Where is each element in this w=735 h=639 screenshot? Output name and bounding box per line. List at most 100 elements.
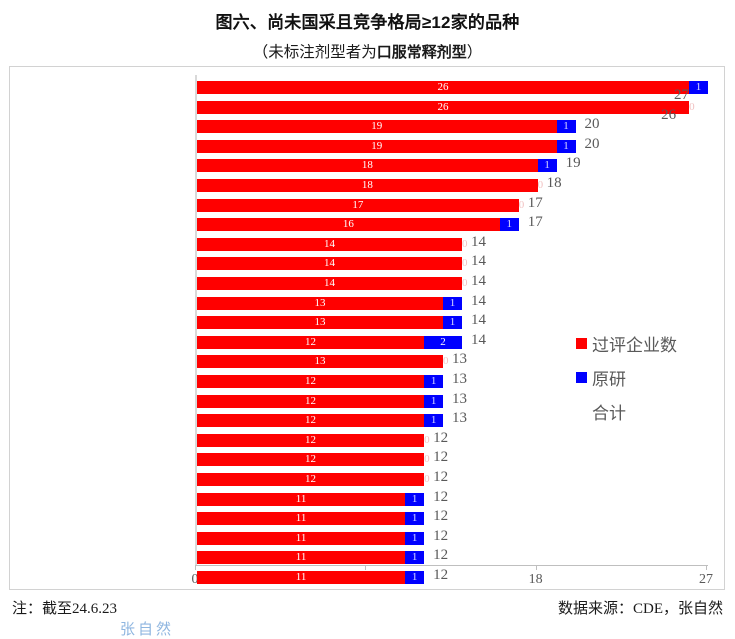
subtitle-suffix: ） (466, 44, 483, 61)
x-tick-mark (706, 565, 707, 570)
x-tick-mark (195, 565, 196, 570)
bar-total-label: 19 (565, 155, 581, 172)
bar-segment-passed[interactable] (197, 453, 425, 467)
bar-total-label: 14 (470, 331, 486, 348)
bar-segment-originator[interactable] (405, 551, 425, 565)
bar-segment-passed[interactable] (197, 316, 444, 330)
bar-row[interactable]: 多巴酚丁胺注射剂12012 (195, 449, 708, 470)
bar-segment-passed[interactable] (197, 473, 425, 486)
bar-segment-passed[interactable] (197, 512, 406, 526)
subtitle-emphasis: 口服常释剂型 (376, 44, 467, 61)
bar-row[interactable]: 艾司洛尔注射剂16117 (195, 214, 708, 235)
bar-track: 19 1 (197, 139, 708, 153)
bar-segment-passed[interactable] (197, 120, 557, 134)
bar-row[interactable]: 哌柏西利13114 (195, 293, 706, 314)
bar-segment-passed[interactable] (197, 218, 500, 232)
bar-segment-passed[interactable] (197, 355, 444, 369)
bar-segment-originator[interactable] (405, 531, 425, 545)
bar-row[interactable]: 阿格列汀12113 (195, 410, 706, 431)
bar-row[interactable]: 腹膜透析液注射剂12214 (195, 331, 706, 353)
bar-row[interactable]: 氨溴索口服液17017 (195, 194, 706, 216)
legend-swatch-icon (576, 371, 587, 383)
bar-total-label: 20 (584, 135, 600, 152)
bar-segment-originator[interactable] (689, 81, 708, 94)
bar-segment-passed[interactable] (197, 139, 557, 153)
bar-track: 14 0 (197, 257, 708, 271)
bar-total-label: 17 (527, 194, 543, 211)
bar-segment-passed[interactable] (197, 335, 425, 349)
legend: 过评企业数 原研合计 (576, 326, 726, 428)
bar-segment-passed[interactable] (197, 375, 425, 388)
bar-segment-passed[interactable] (197, 257, 462, 271)
chart-subtitle: （未标注剂型者为口服常释剂型） (0, 40, 735, 62)
bar-segment-originator[interactable] (556, 139, 576, 153)
bar-segment-originator[interactable] (537, 159, 557, 173)
bar-segment-passed[interactable] (197, 296, 444, 310)
bar-segment-passed[interactable] (197, 237, 462, 251)
bar-segment-originator[interactable] (424, 414, 444, 428)
bar-row[interactable]: 舒更葡糖钠注射剂18119 (195, 155, 706, 176)
legend-item[interactable]: 过评企业数 (576, 326, 726, 360)
bar-value-originator: 0 (689, 100, 695, 113)
bar-segment-originator[interactable] (405, 512, 425, 526)
bar-row[interactable]: 氨溴特罗口服液14014 (195, 273, 706, 294)
bar-row[interactable]: 帕拉米韦注射剂19120 (195, 135, 708, 157)
bar-row[interactable]: 拉考沙胺注射剂11112 (195, 547, 706, 568)
bar-segment-passed[interactable] (197, 394, 425, 408)
bar-row[interactable]: 氢溴酸伏硫西汀11112 (195, 508, 706, 529)
x-tick-mark (365, 565, 367, 570)
bar-row[interactable]: 己酮可可碱注射剂12012 (195, 429, 706, 451)
bar-segment-originator[interactable] (405, 492, 425, 506)
legend-label: 合计 (592, 403, 626, 423)
bar-value-originator: 0 (424, 453, 430, 466)
bar-track: 26 1 (197, 81, 708, 94)
bar-row[interactable]: 氨苄西林注射剂12012 (195, 469, 706, 490)
bar-segment-originator[interactable] (443, 316, 462, 330)
legend-item[interactable]: 原研 (576, 360, 726, 394)
bar-row[interactable]: 地氯雷他定口服液18018 (195, 175, 706, 196)
bar-segment-passed[interactable] (197, 531, 406, 545)
bar-segment-passed[interactable] (197, 179, 538, 192)
bar-total-label: 12 (433, 429, 449, 446)
bar-segment-originator[interactable] (424, 394, 444, 408)
bar-segment-passed[interactable] (197, 551, 406, 565)
plot-area: 091827 西格列汀26127间苯三酚注射剂26026乙酰半胱氨酸吸入剂191… (192, 75, 713, 587)
bar-track: 16 1 (197, 218, 708, 232)
bar-segment-passed[interactable] (197, 571, 406, 584)
bar-value-originator: 0 (443, 355, 449, 368)
bar-value-originator: 0 (424, 433, 430, 446)
bar-segment-passed[interactable] (197, 100, 690, 114)
bar-total-label: 12 (433, 488, 449, 505)
legend-item[interactable]: 合计 (576, 394, 726, 428)
bar-total-label: 13 (452, 410, 468, 427)
bar-segment-passed[interactable] (197, 159, 538, 173)
bar-segment-passed[interactable] (197, 198, 519, 212)
bar-row[interactable]: 尼可地尔注射剂14014 (195, 253, 708, 274)
bar-segment-passed[interactable] (197, 277, 462, 290)
bar-row[interactable]: 达格列净11112 (195, 567, 706, 588)
bar-segment-originator[interactable] (443, 296, 462, 310)
bar-row[interactable]: 间苯三酚注射剂26026 (195, 98, 706, 123)
bar-row[interactable]: 哌拉西林注射剂14014 (195, 234, 706, 255)
bar-segment-passed[interactable] (197, 492, 406, 506)
bar-row[interactable]: 乙酰半胱氨酸吸入剂19120 (195, 116, 708, 137)
bar-total-label: 12 (433, 547, 449, 564)
bar-track: 19 1 (197, 120, 708, 134)
bar-total-label: 18 (546, 175, 562, 191)
bar-row[interactable]: 泊沙康唑注射剂11112 (195, 528, 706, 549)
bar-segment-passed[interactable] (197, 433, 425, 447)
legend-swatch-icon (576, 337, 587, 349)
bar-segment-originator[interactable] (499, 218, 519, 232)
x-tick-label: 27 (699, 572, 713, 587)
chart-frame: 091827 西格列汀26127间苯三酚注射剂26026乙酰半胱氨酸吸入剂191… (9, 66, 726, 638)
bar-segment-originator[interactable] (424, 375, 444, 388)
bar-row[interactable]: 西格列汀26127 (195, 78, 708, 103)
bar-track: 12 0 (197, 453, 708, 467)
bar-segment-originator[interactable] (405, 571, 425, 584)
bar-segment-originator[interactable] (556, 120, 576, 134)
bar-segment-passed[interactable] (197, 81, 690, 94)
bar-row[interactable]: 阿普米司特13114 (195, 312, 706, 333)
bar-segment-passed[interactable] (197, 414, 425, 428)
bar-segment-originator[interactable] (424, 335, 462, 349)
